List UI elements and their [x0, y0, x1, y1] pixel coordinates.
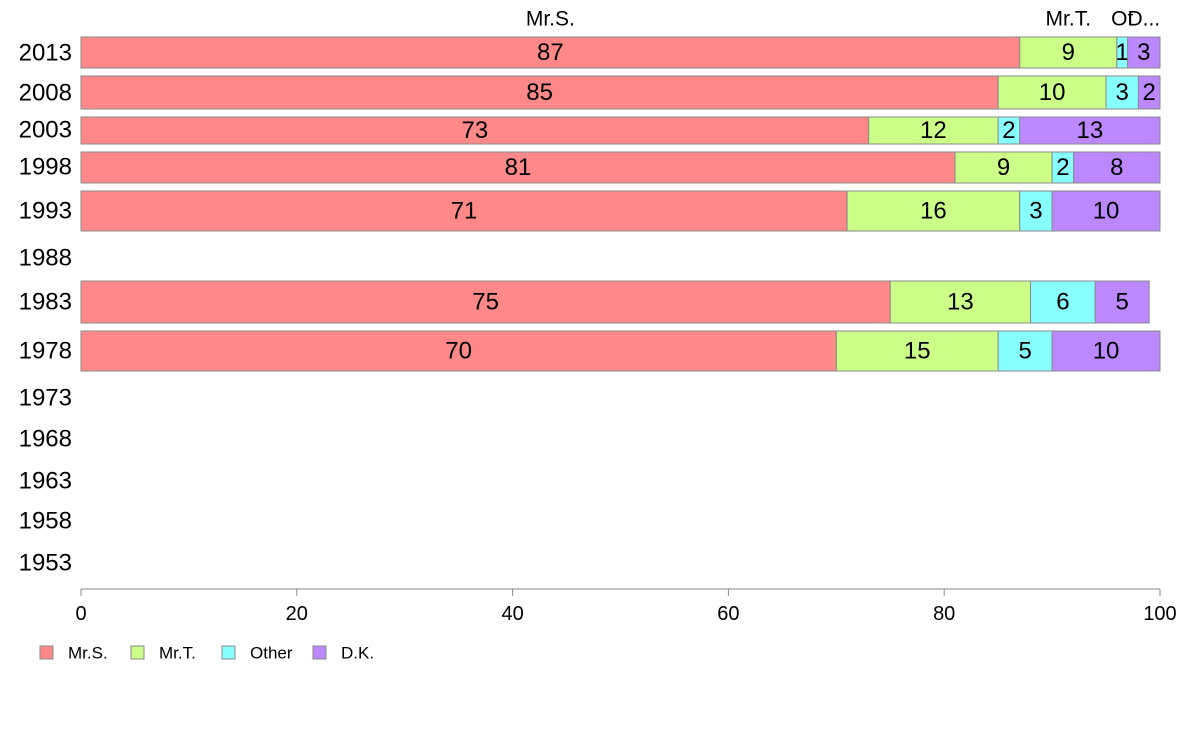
- bar-segment: [1073, 151, 1161, 184]
- legend-swatch: [39, 645, 54, 660]
- bar-value-label: 3: [1116, 79, 1129, 106]
- bar-segment: [80, 75, 999, 110]
- bar-segment: [1019, 36, 1118, 69]
- bar-segment: [80, 116, 870, 145]
- x-tick-label: 80: [933, 603, 955, 625]
- y-tick-label: 2013: [19, 40, 72, 67]
- bar-value-label: 13: [1077, 117, 1104, 144]
- legend-label: Mr.S.: [68, 644, 108, 663]
- y-tick-label: 1988: [19, 245, 72, 272]
- bar-value-label: 12: [920, 117, 947, 144]
- bar-segment: [1051, 190, 1161, 232]
- bar-value-label: 71: [451, 198, 478, 225]
- bar-value-label: 2: [1143, 79, 1156, 106]
- y-tick-label: 1973: [19, 385, 72, 412]
- legend: Mr.S. Mr.T. Other D.K.: [39, 644, 374, 663]
- bar-segment: [80, 330, 837, 372]
- x-tick-label: 0: [75, 603, 86, 625]
- bar-value-label: 2: [1002, 117, 1015, 144]
- bar-segment: [1127, 36, 1161, 69]
- legend-label: Other: [250, 644, 293, 663]
- bar-segment: [1019, 116, 1161, 145]
- y-tick-label: 1978: [19, 338, 72, 365]
- y-tick-label: 2008: [19, 80, 72, 107]
- bar-value-label: 9: [997, 154, 1010, 181]
- bar-value-label: 2: [1056, 154, 1069, 181]
- top-series-label: Mr.T.: [1046, 8, 1092, 31]
- legend-swatch: [130, 645, 145, 660]
- y-tick-label: 1998: [19, 154, 72, 181]
- y-tick-label: 1958: [19, 508, 72, 535]
- bar-segment: [868, 116, 999, 145]
- bar-value-label: 75: [472, 289, 499, 316]
- legend-label: D.K.: [341, 644, 374, 663]
- x-axis: 0 20 40 60 80 100: [75, 588, 1177, 625]
- y-tick-label: 1968: [19, 426, 72, 453]
- y-tick-label: 1953: [19, 550, 72, 577]
- bar-segment: [1105, 75, 1139, 110]
- x-tick-label: 40: [501, 603, 523, 625]
- y-axis: 2013 2008 2003 1998 1993 1988 1983 1978 1973 1968…: [19, 40, 72, 577]
- bar-segment: [1019, 190, 1053, 232]
- bar-value-label: 8: [1110, 154, 1123, 181]
- bar-segment: [1051, 330, 1161, 372]
- legend-swatch: [221, 645, 236, 660]
- bar-segment: [80, 280, 891, 324]
- bar-segment: [846, 190, 1021, 232]
- bar-value-label: 81: [505, 154, 532, 181]
- bar-segment: [997, 75, 1107, 110]
- bar-value-label: 9: [1062, 39, 1075, 66]
- bar-segment: [80, 190, 848, 232]
- legend-swatch: [312, 645, 327, 660]
- bar-segment: [835, 330, 999, 372]
- bar-value-label: 5: [1116, 289, 1129, 316]
- y-tick-label: 1993: [19, 198, 72, 225]
- bar-value-label: 3: [1029, 198, 1042, 225]
- bar-segment: [1030, 280, 1096, 324]
- bar-value-label: 10: [1039, 79, 1066, 106]
- bar-segment: [997, 330, 1053, 372]
- bar-value-label: 70: [445, 338, 472, 365]
- bar-value-label: 87: [537, 39, 564, 66]
- x-tick-label: 100: [1143, 603, 1176, 625]
- bar-segment: [889, 280, 1032, 324]
- y-tick-label: 1983: [19, 289, 72, 316]
- top-series-labels: Mr.S. Mr.T. OtD...: [526, 8, 1160, 31]
- bar-segment: [1137, 75, 1161, 110]
- bar-value-label: 6: [1056, 289, 1069, 316]
- bar-value-label: 85: [526, 79, 553, 106]
- top-series-label: Ot: [1111, 8, 1133, 31]
- bar-value-label: 15: [904, 338, 931, 365]
- top-series-label: Mr.S.: [526, 8, 575, 31]
- y-tick-label: 1963: [19, 468, 72, 495]
- bar-segment: [1094, 280, 1150, 324]
- bar-value-label: 3: [1137, 39, 1150, 66]
- legend-label: Mr.T.: [159, 644, 196, 663]
- top-series-label: D...: [1127, 8, 1160, 31]
- x-tick-label: 60: [717, 603, 739, 625]
- bar-value-label: 10: [1093, 338, 1120, 365]
- bar-segment: [80, 151, 956, 184]
- y-tick-label: 2003: [19, 117, 72, 144]
- bar-value-label: 5: [1018, 338, 1031, 365]
- bar-value-label: 1: [1116, 39, 1129, 66]
- bar-value-label: 13: [947, 289, 974, 316]
- bar-value-label: 16: [920, 198, 947, 225]
- bar-value-label: 10: [1093, 198, 1120, 225]
- x-tick-label: 20: [286, 603, 308, 625]
- bar-value-label: 73: [461, 117, 488, 144]
